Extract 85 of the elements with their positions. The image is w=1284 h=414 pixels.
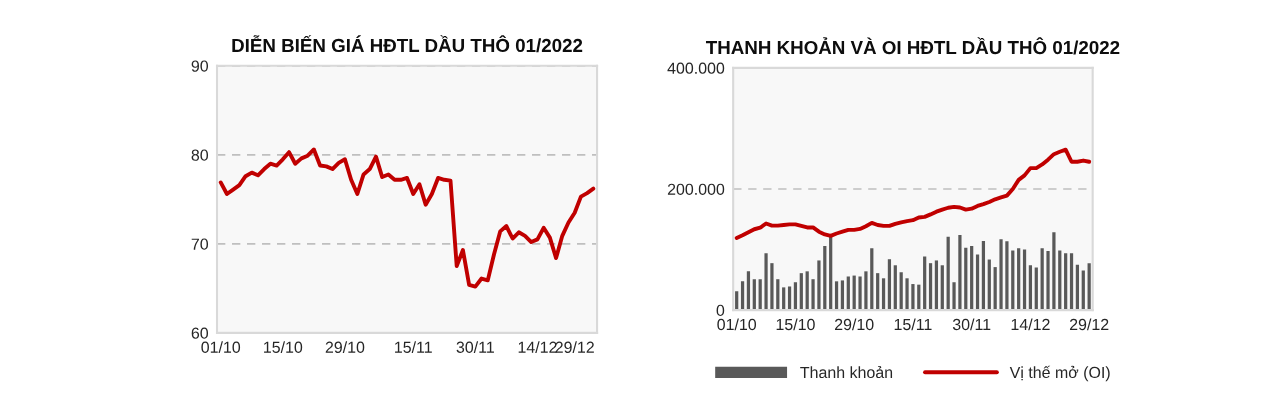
x-tick-label: 15/10 [264,341,303,353]
y-tick-label: 60 [191,327,209,339]
bar [1046,251,1050,311]
bar [1058,250,1062,311]
x-tick-label: 29/10 [325,341,365,353]
bar [752,279,756,311]
bar [1052,232,1056,311]
bar [746,271,751,311]
bar [776,279,780,311]
x-tick-label: 30/11 [952,318,991,331]
bar [799,273,803,311]
y-tick-label: 200.000 [667,183,725,195]
bar [1005,241,1009,311]
bar [952,282,956,311]
bar [970,245,974,311]
bar [881,278,886,311]
bar [1064,253,1068,311]
line-series [218,147,596,289]
bar [934,260,939,311]
bar [911,284,915,311]
bar [740,281,745,311]
bar [940,265,944,311]
bar [1087,263,1091,311]
bar [782,287,786,311]
bar [993,267,997,311]
x-tick-label: 14/12 [518,341,557,353]
x-tick-label: 01/10 [717,318,757,331]
bar [840,280,845,311]
x-tick-label: 01/10 [201,341,241,353]
x-tick-label: 30/11 [456,341,494,353]
bar [758,279,762,311]
bar [928,263,933,311]
bar [1011,250,1015,311]
y-tick-label: 90 [191,60,209,72]
bar [858,276,862,311]
bar [1069,253,1074,311]
bar [999,239,1003,311]
legend-label: Thanh khoản [800,365,893,379]
bar [829,236,833,311]
bar [811,279,815,311]
bar [893,265,897,311]
x-tick-label: 29/10 [835,318,874,331]
bar [846,276,850,311]
bar [793,282,798,311]
bar [1081,270,1085,311]
bar [787,286,792,311]
bar [764,253,768,311]
chart-title: THANH KHOẢN VÀ OI HĐTL DẦU THÔ 01/2022 [705,37,1120,55]
bar [817,260,821,311]
bar [987,259,991,311]
y-tick-label: 70 [191,238,209,250]
bar [1075,264,1080,311]
bar [975,254,980,311]
bar [1034,267,1038,311]
bar [905,278,909,311]
bar [887,259,892,311]
bar [946,236,950,311]
bar [964,247,968,311]
y-tick-label: 400.000 [667,62,725,74]
y-tick-label: 0 [716,304,725,317]
x-tick-label: 15/11 [395,341,432,353]
bar [770,263,774,311]
bar [1040,248,1044,311]
x-tick-label: 29/12 [555,341,594,353]
bar [923,256,927,311]
chart-title: DIỄN BIẾN GIÁ HĐTL DẦU THÔ 01/2022 [232,35,583,53]
bar [870,248,874,311]
y-tick-label: 80 [191,149,209,161]
x-tick-label: 29/12 [1069,318,1109,331]
bar [958,235,962,311]
bar [823,245,827,311]
bar [834,281,839,311]
bar [1022,249,1027,311]
bar [864,271,868,311]
legend-label: Vị thế mở (OI) [1009,365,1110,382]
x-tick-label: 14/12 [1011,318,1050,331]
bar [805,271,809,311]
bar [1028,265,1033,311]
bar [1017,248,1021,311]
x-tick-label: 15/10 [776,318,815,331]
bar [981,241,986,311]
bar [899,272,903,311]
line-series [734,147,1092,240]
bar [876,273,880,311]
x-tick-label: 15/11 [894,318,932,331]
